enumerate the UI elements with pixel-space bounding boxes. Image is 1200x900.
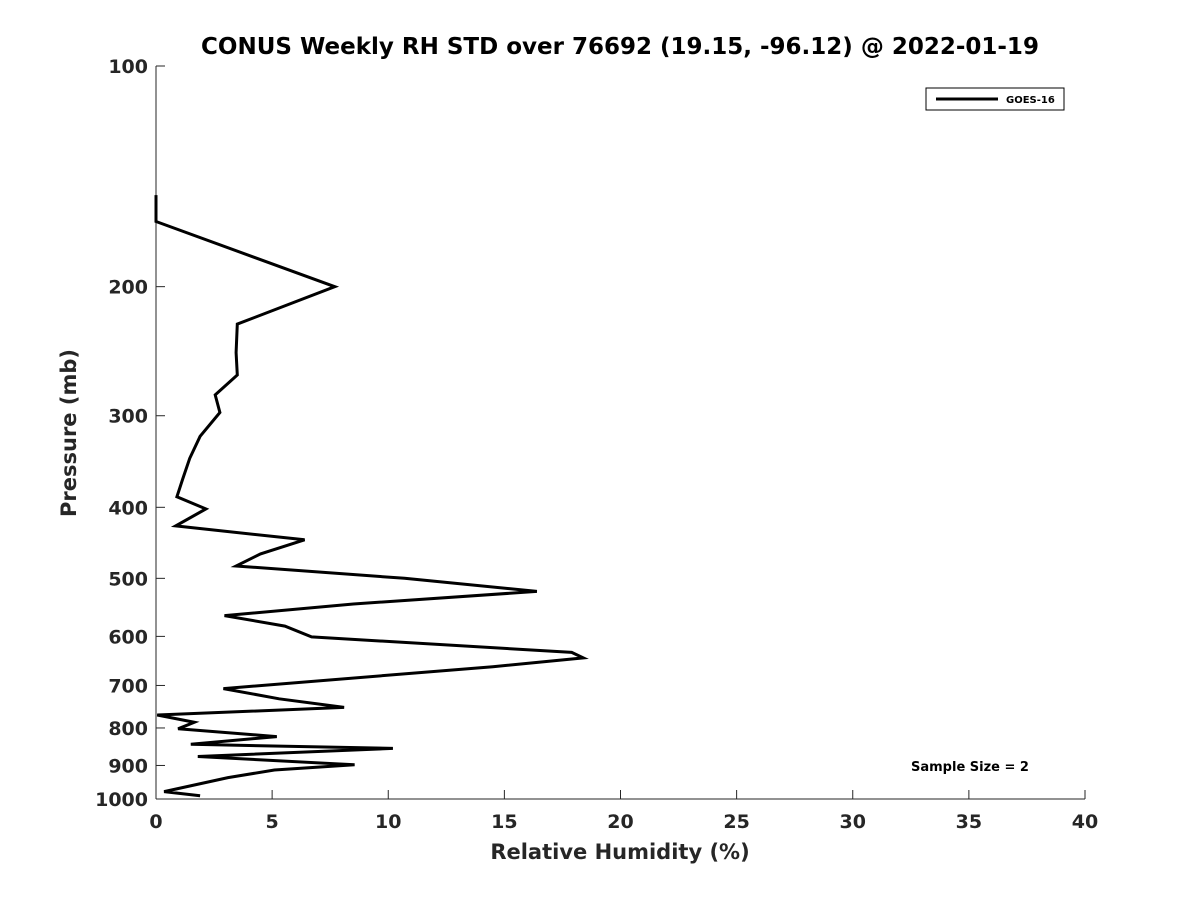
y-tick-label: 600: [108, 626, 148, 648]
sample-size-annotation: Sample Size = 2: [911, 760, 1029, 775]
x-tick-label: 5: [266, 811, 279, 833]
x-axis-title: Relative Humidity (%): [490, 840, 749, 864]
series-line-goes-16: [154, 195, 589, 798]
chart-title: CONUS Weekly RH STD over 76692 (19.15, -…: [201, 34, 1039, 60]
x-tick-label: 0: [149, 811, 162, 833]
x-tick-label: 20: [607, 811, 633, 833]
x-tick-label: 10: [375, 811, 401, 833]
legend-label-goes-16: GOES-16: [1006, 95, 1055, 106]
x-tick-label: 30: [840, 811, 866, 833]
axes: 0 5 10 15 20 25 30 35 40 100 200 300 400 500 600 700 800…: [95, 56, 1098, 833]
series-layer: [154, 195, 589, 798]
x-tick-label: 35: [956, 811, 982, 833]
x-tick-label: 40: [1072, 811, 1098, 833]
x-tick-label: 15: [491, 811, 517, 833]
y-tick-label: 500: [108, 568, 148, 590]
y-tick-label: 700: [108, 675, 148, 697]
y-tick-label: 100: [108, 56, 148, 78]
y-tick-label: 900: [108, 755, 148, 777]
y-axis-title: Pressure (mb): [57, 349, 81, 517]
y-tick-label: 300: [108, 406, 148, 428]
y-tick-label: 1000: [95, 789, 148, 811]
y-tick-label: 200: [108, 277, 148, 299]
y-tick-label: 400: [108, 497, 148, 519]
legend: GOES-16: [925, 87, 1065, 111]
y-tick-label: 800: [108, 718, 148, 740]
x-tick-label: 25: [723, 811, 749, 833]
